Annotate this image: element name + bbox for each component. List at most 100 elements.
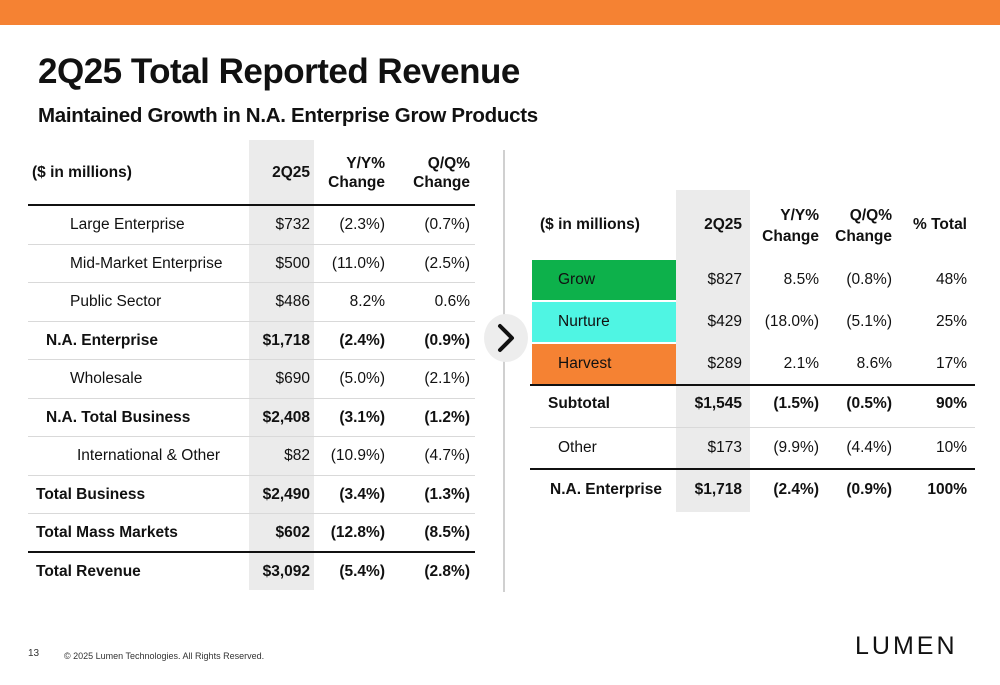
row-label: Total Mass Markets [36,524,178,541]
row-value: $82 [284,447,310,464]
table-row-na-enterprise: N.A. Enterprise $1,718 (2.4%) (0.9%) 100… [530,470,975,512]
row-total: 90% [935,395,967,412]
table-header: ($ in millions) 2Q25 Y/Y% Change Q/Q% Chan… [530,190,975,260]
table-row: Total Mass Markets $602 (12.8%) (8.5%) [28,514,475,553]
header-qq: Q/Q% Change [413,155,470,191]
header-yy: Y/Y% Change [762,207,819,245]
header-quarter: 2Q25 [272,164,310,181]
row-value: $486 [275,293,310,310]
table-row: International & Other $82 (10.9%) (4.7%) [28,437,475,476]
row-label: Public Sector [70,293,162,310]
table-row: Large Enterprise $732 (2.3%) (0.7%) [28,206,475,245]
row-value: $500 [275,254,310,272]
row-value: $827 [707,271,742,288]
row-qq: 0.6% [434,293,470,310]
row-yy: (2.4%) [339,331,385,349]
row-yy: (18.0%) [764,313,819,330]
row-value: $173 [707,439,742,456]
row-total: 25% [935,313,967,330]
row-value: $429 [707,313,742,330]
row-yy: 8.2% [349,293,385,310]
table-header: ($ in millions) 2Q25 Y/Y% Change Q/Q% Chan… [28,140,475,206]
row-qq: (0.5%) [846,395,892,412]
header-pct-total: % Total [913,216,967,233]
row-qq: (1.3%) [424,485,470,503]
highlight-column [249,140,314,590]
table-row: Total Revenue $3,092 (5.4%) (2.8%) [28,553,475,592]
row-qq: (0.9%) [424,331,470,349]
table-row-grow: Grow $827 8.5% (0.8%) 48% [530,260,975,301]
row-label: Large Enterprise [70,216,185,233]
row-total: 100% [927,481,967,498]
row-total: 17% [935,355,967,372]
row-yy: (2.4%) [773,481,819,498]
row-qq: (2.5%) [424,254,470,272]
row-total: 48% [935,271,967,288]
row-value: $2,490 [262,485,310,503]
row-label: Nurture [558,313,610,330]
row-yy: (3.4%) [339,485,385,503]
row-qq: (5.1%) [846,313,892,330]
row-value: $732 [275,216,310,233]
row-value: $690 [275,370,310,387]
header-yy: Y/Y% Change [328,155,385,191]
row-qq: (2.1%) [424,370,470,387]
table-row-harvest: Harvest $289 2.1% 8.6% 17% [530,344,975,386]
header-units: ($ in millions) [32,164,132,181]
table-row-other: Other $173 (9.9%) (4.4%) 10% [530,428,975,470]
grow-color-swatch [532,260,676,300]
row-label: Harvest [558,355,612,372]
lumen-logo: LUMEN [855,632,958,660]
copyright-text: © 2025 Lumen Technologies. All Rights Re… [64,651,265,661]
table-row: N.A. Enterprise $1,718 (2.4%) (0.9%) [28,322,475,360]
vertical-divider [503,150,505,592]
row-label: Wholesale [70,370,143,387]
row-label: N.A. Enterprise [550,481,662,498]
row-qq: 8.6% [856,355,892,372]
page-subtitle: Maintained Growth in N.A. Enterprise Gro… [38,104,538,127]
header-qq: Q/Q% Change [835,207,892,245]
row-value: $3,092 [262,562,310,580]
row-qq: (0.8%) [846,271,892,288]
chevron-right-icon [484,314,528,362]
row-yy: (2.3%) [339,216,385,233]
row-label: N.A. Enterprise [46,331,158,349]
row-label: Mid-Market Enterprise [70,254,223,272]
row-value: $1,718 [694,481,742,498]
row-yy: (5.4%) [339,562,385,580]
table-row: N.A. Total Business $2,408 (3.1%) (1.2%) [28,399,475,437]
row-qq: (0.9%) [846,481,892,498]
table-row-subtotal: Subtotal $1,545 (1.5%) (0.5%) 90% [530,386,975,428]
top-accent-bar [0,0,1000,25]
row-yy: (1.5%) [773,395,819,412]
row-qq: (4.7%) [424,447,470,464]
row-yy: (12.8%) [330,524,385,541]
row-label: Subtotal [548,395,610,412]
nurture-color-swatch [532,302,676,342]
row-value: $1,545 [694,395,742,412]
row-yy: (11.0%) [331,254,385,272]
table-row-nurture: Nurture $429 (18.0%) (5.1%) 25% [530,302,975,343]
table-row: Total Business $2,490 (3.4%) (1.3%) [28,476,475,514]
header-quarter: 2Q25 [704,216,742,233]
na-enterprise-table: ($ in millions) 2Q25 Y/Y% Change Q/Q% Chan… [530,190,975,512]
row-yy: (9.9%) [773,439,819,456]
row-qq: (8.5%) [424,524,470,541]
row-label: Total Business [36,485,146,503]
row-value: $1,718 [262,331,310,349]
row-qq: (0.7%) [424,216,470,233]
page-number: 13 [28,648,40,659]
row-label: International & Other [77,447,221,464]
row-yy: (10.9%) [330,447,385,464]
table-row: Public Sector $486 8.2% 0.6% [28,283,475,322]
row-label: Other [558,439,597,456]
row-qq: (1.2%) [424,408,470,426]
table-row: Mid-Market Enterprise $500 (11.0%) (2.5%… [28,245,475,283]
harvest-color-swatch [532,344,676,384]
row-yy: 8.5% [783,271,819,288]
row-yy: (3.1%) [339,408,385,426]
page-title: 2Q25 Total Reported Revenue [38,52,520,91]
header-units: ($ in millions) [540,216,640,233]
total-revenue-table: ($ in millions) 2Q25 Y/Y% Change Q/Q% Chan… [28,140,475,591]
row-value: $602 [275,524,310,541]
